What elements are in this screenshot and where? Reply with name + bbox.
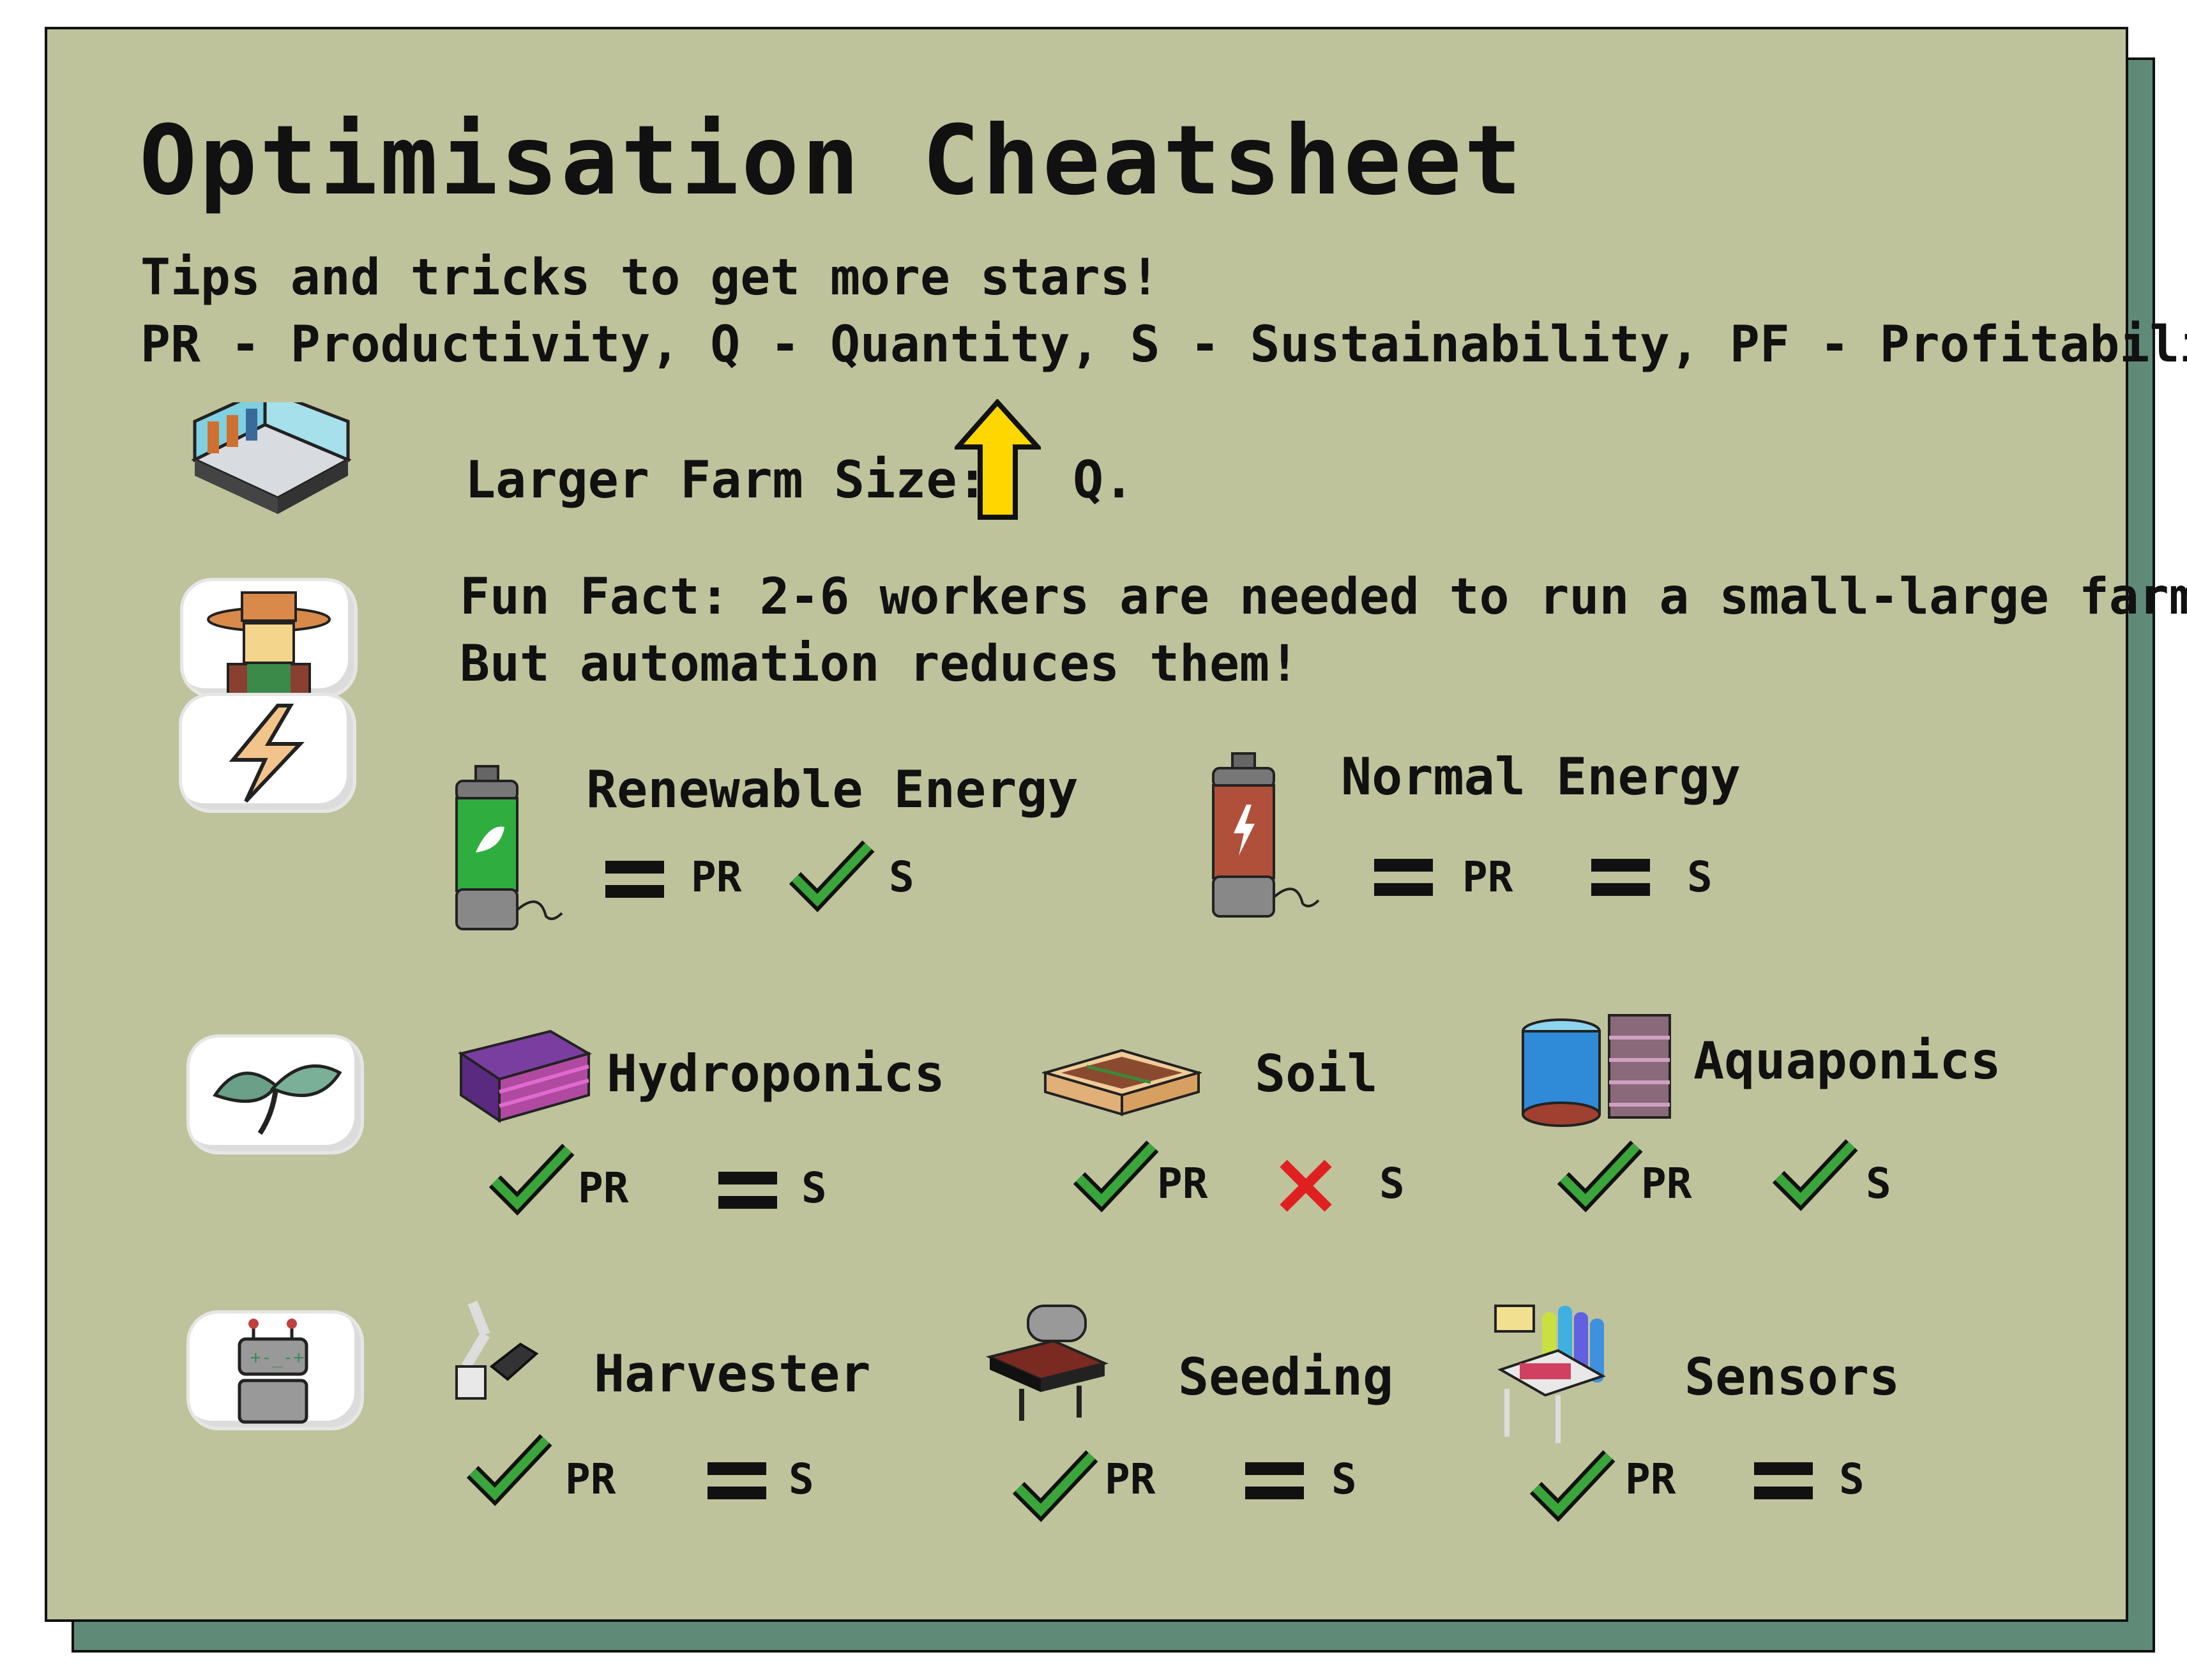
- soil-s: S: [1379, 1159, 1405, 1208]
- normal-s: S: [1687, 852, 1713, 902]
- check-icon: [1529, 1446, 1619, 1523]
- renewable-s: S: [889, 852, 914, 902]
- worker-tile: [180, 578, 358, 698]
- sensors-icon: [1488, 1299, 1616, 1446]
- seeding-label: Seeding: [1178, 1347, 1394, 1407]
- check-icon: [466, 1430, 556, 1507]
- aquaponics-s: S: [1866, 1159, 1891, 1208]
- green-battery-icon: [450, 763, 565, 939]
- lightning-icon: [229, 704, 305, 803]
- normal-energy-label: Normal Energy: [1341, 747, 1741, 806]
- subtitle: Tips and tricks to get more stars!: [140, 249, 1160, 306]
- equal-icon: [605, 861, 664, 898]
- sensors-pr: PR: [1625, 1455, 1676, 1504]
- svg-text:+-_-+: +-_-+: [250, 1347, 304, 1368]
- equal-icon: [1245, 1462, 1304, 1499]
- harvester-label: Harvester: [594, 1344, 871, 1404]
- aquaponics-icon: [1517, 1006, 1676, 1133]
- hydroponics-icon: [455, 1028, 592, 1124]
- equal-icon: [1754, 1462, 1813, 1499]
- aquaponics-pr: PR: [1641, 1159, 1692, 1208]
- check-icon: [789, 836, 878, 913]
- farm-size-label: Larger Farm Size:: [465, 450, 988, 510]
- check-icon: [1073, 1137, 1162, 1213]
- equal-icon: [1591, 859, 1650, 896]
- soil-bed-icon: [1042, 1041, 1202, 1117]
- renewable-pr: PR: [691, 852, 742, 902]
- farm-room-icon: [182, 402, 361, 536]
- harvester-pr: PR: [565, 1455, 616, 1504]
- soil-pr: PR: [1157, 1159, 1208, 1208]
- check-icon: [488, 1140, 578, 1216]
- soil-label: Soil: [1255, 1044, 1378, 1103]
- equal-icon: [708, 1462, 766, 1499]
- harvester-arm-icon: [447, 1290, 543, 1405]
- harvester-s: S: [789, 1455, 814, 1504]
- red-battery-icon: [1207, 750, 1322, 926]
- seeding-s: S: [1331, 1455, 1357, 1504]
- robot-icon: +-_-+: [238, 1319, 308, 1424]
- sensors-label: Sensors: [1684, 1347, 1900, 1407]
- cross-icon: [1277, 1157, 1335, 1215]
- fun-fact-line-1: Fun Fact: 2-6 workers are needed to run …: [460, 568, 2187, 626]
- farmer-icon: [207, 591, 331, 695]
- seeding-machine-icon: [983, 1296, 1111, 1424]
- sensors-s: S: [1839, 1455, 1865, 1504]
- seeding-pr: PR: [1105, 1455, 1156, 1504]
- equal-icon: [1374, 859, 1433, 896]
- farm-size-effect: Q.: [1073, 450, 1135, 510]
- normal-pr: PR: [1462, 852, 1513, 902]
- aquaponics-label: Aquaponics: [1693, 1031, 2001, 1091]
- page-title: Optimisation Cheatsheet: [139, 105, 1525, 216]
- check-icon: [1557, 1137, 1646, 1213]
- growing-tile: [186, 1034, 364, 1154]
- check-icon: [1772, 1135, 1861, 1212]
- renewable-energy-label: Renewable Energy: [586, 760, 1078, 819]
- equal-icon: [718, 1172, 777, 1209]
- leaf-icon: [213, 1064, 342, 1135]
- hydroponics-s: S: [801, 1163, 827, 1213]
- increase-arrow-icon: [955, 399, 1041, 520]
- hydroponics-pr: PR: [578, 1163, 629, 1213]
- fun-fact-line-2: But automation reduces them!: [460, 635, 1299, 693]
- check-icon: [1012, 1446, 1101, 1523]
- energy-tile: [179, 693, 356, 813]
- hydroponics-label: Hydroponics: [607, 1044, 945, 1103]
- automation-tile: +-_-+: [186, 1310, 364, 1430]
- stat-legend: PR - Productivity, Q - Quantity, S - Sus…: [140, 316, 2187, 374]
